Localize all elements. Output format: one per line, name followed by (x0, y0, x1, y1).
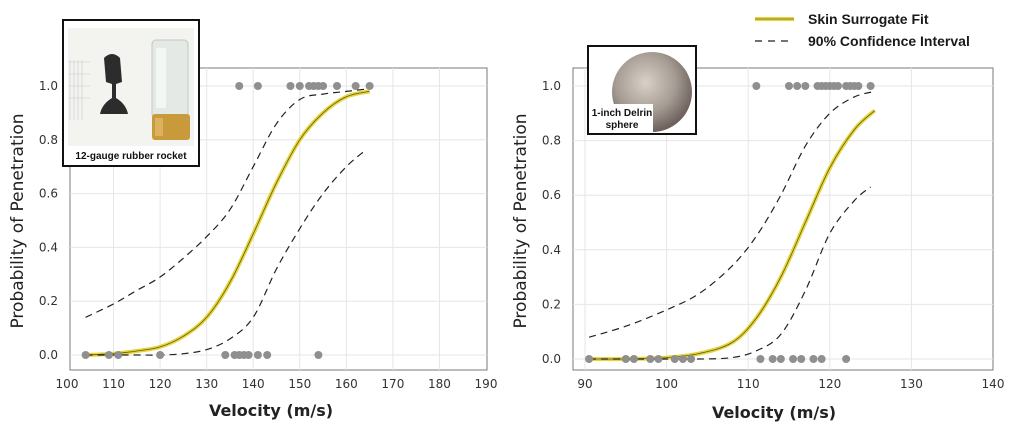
observation-point-penetration (752, 82, 761, 90)
observation-point-penetration (833, 82, 842, 90)
y-tick-label: 0.2 (542, 297, 561, 311)
observation-point-penetration (866, 82, 875, 90)
observation-point-penetration (793, 82, 802, 90)
observation-point-no-penetration (253, 351, 262, 359)
x-tick-label: 140 (982, 377, 1005, 391)
y-tick-label: 0.8 (542, 134, 561, 148)
ci-lower-curve (85, 150, 366, 356)
observation-point-no-penetration (156, 351, 165, 359)
observation-point-no-penetration (670, 355, 679, 363)
observation-point-penetration (801, 82, 810, 90)
x-tick-label: 100 (56, 377, 79, 391)
x-tick-label: 190 (475, 377, 498, 391)
observation-point-no-penetration (776, 355, 785, 363)
x-tick-label: 110 (102, 377, 125, 391)
observation-point-no-penetration (114, 351, 123, 359)
observation-point-penetration (253, 82, 262, 90)
observation-point-no-penetration (687, 355, 696, 363)
x-tick-label: 130 (195, 377, 218, 391)
observation-point-no-penetration (314, 351, 323, 359)
inset-caption-right-line2: sphere (606, 120, 639, 131)
x-tick-label: 150 (288, 377, 311, 391)
observation-point-no-penetration (809, 355, 818, 363)
observation-point-penetration (351, 82, 360, 90)
observation-point-no-penetration (756, 355, 765, 363)
observation-point-penetration (295, 82, 304, 90)
ci-upper-curve (85, 88, 370, 318)
y-tick-label: 0.8 (39, 133, 58, 147)
x-tick-label: 120 (149, 377, 172, 391)
observation-point-no-penetration (629, 355, 638, 363)
y-tick-label: 1.0 (39, 79, 58, 93)
y-tick-label: 0.4 (39, 240, 58, 254)
observation-point-no-penetration (817, 355, 826, 363)
series-lines-left (85, 88, 371, 357)
observation-point-no-penetration (244, 351, 253, 359)
observation-point-no-penetration (797, 355, 806, 363)
inset-caption-left: 12-gauge rubber rocket (75, 151, 187, 162)
x-tick-label: 170 (381, 377, 404, 391)
legend-fit-label: Skin Surrogate Fit (808, 11, 929, 27)
y-tick-label: 0.0 (542, 352, 561, 366)
observation-point-penetration (333, 82, 342, 90)
observation-point-penetration (365, 82, 374, 90)
observation-points-right (585, 82, 875, 363)
y-tick-label: 1.0 (542, 79, 561, 93)
x-tick-label: 90 (577, 377, 592, 391)
y-tick-labels-left: 0.0 0.2 0.4 0.6 0.8 1.0 (39, 79, 58, 362)
y-tick-labels-right: 0.0 0.2 0.4 0.6 0.8 1.0 (542, 79, 561, 366)
x-tick-label: 160 (335, 377, 358, 391)
x-tick-labels-right: 90 100 110 120 130 140 (577, 377, 1004, 391)
x-tick-label: 100 (655, 377, 678, 391)
x-tick-label: 140 (242, 377, 265, 391)
observation-point-no-penetration (768, 355, 777, 363)
legend-ci-label: 90% Confidence Interval (808, 33, 970, 49)
inset-delrin-sphere: 1-inch Delrin sphere (587, 45, 697, 135)
chart-right: 90 100 110 120 130 140 0.0 0.2 0.4 0.6 0.8 1.0 Vel… (511, 45, 1004, 422)
observation-point-penetration (235, 82, 244, 90)
x-axis-label-left: Velocity (m/s) (209, 401, 333, 420)
x-tick-label: 180 (428, 377, 451, 391)
observation-point-no-penetration (221, 351, 230, 359)
observation-point-no-penetration (842, 355, 851, 363)
y-tick-label: 0.6 (542, 188, 561, 202)
y-tick-label: 0.4 (542, 243, 561, 257)
observation-point-no-penetration (263, 351, 272, 359)
y-axis-label-right: Probability of Penetration (511, 113, 531, 328)
observation-points-left (81, 82, 374, 359)
y-tick-label: 0.0 (39, 348, 58, 362)
chart-left: 100 110 120 130 140 150 160 170 180 190 0.0 0.2 0.4… (8, 19, 498, 420)
x-axis-label-right: Velocity (m/s) (712, 403, 836, 422)
observation-point-penetration (785, 82, 793, 90)
y-tick-label: 0.2 (39, 294, 58, 308)
x-tick-labels-left: 100 110 120 130 140 150 160 170 180 190 (56, 377, 498, 391)
observation-point-no-penetration (104, 351, 113, 359)
x-tick-label: 110 (737, 377, 760, 391)
observation-point-no-penetration (646, 355, 655, 363)
x-tick-label: 120 (818, 377, 841, 391)
y-axis-label-left: Probability of Penetration (8, 113, 28, 328)
x-tick-label: 130 (900, 377, 923, 391)
observation-point-no-penetration (654, 355, 663, 363)
inset-caption-right-line1: 1-inch Delrin (592, 108, 653, 119)
observation-point-no-penetration (621, 355, 630, 363)
observation-point-no-penetration (585, 355, 594, 363)
observation-point-penetration (286, 82, 295, 90)
observation-point-no-penetration (789, 355, 798, 363)
legend: Skin Surrogate Fit 90% Confidence Interv… (755, 11, 970, 49)
inset-rubber-rocket: 12-gauge rubber rocket (62, 19, 200, 167)
fit-curve-core (85, 91, 370, 356)
rubber-rocket-and-shell-photo (68, 39, 190, 140)
y-tick-label: 0.6 (39, 187, 58, 201)
ci-upper-curve (588, 90, 875, 338)
observation-point-no-penetration (678, 355, 687, 363)
observation-point-no-penetration (81, 351, 90, 359)
observation-point-penetration (319, 82, 328, 90)
observation-point-penetration (854, 82, 863, 90)
